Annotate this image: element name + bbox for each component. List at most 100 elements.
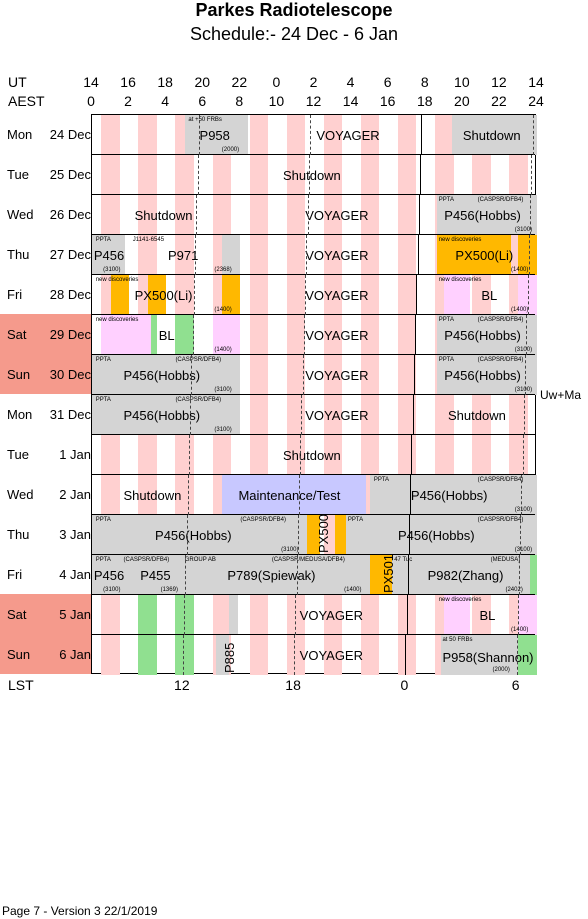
side-note: Uw+Ma <box>540 388 582 402</box>
day-label: Wed 2 Jan <box>0 474 91 514</box>
aest-tick: 22 <box>491 93 507 109</box>
lst-guide-line <box>187 475 189 515</box>
lst-guide-line <box>307 195 309 235</box>
block-annotation: (CASPSR/DFB4) <box>477 357 524 363</box>
block-label-vertical: PX500 <box>316 513 332 553</box>
block-annotation: PPTA <box>95 397 111 403</box>
block-annotation: (2368) <box>214 267 232 273</box>
block-annotation: (1400) <box>511 267 529 273</box>
block-annotation: PPTA <box>95 517 111 523</box>
lst-zero-line <box>407 555 409 595</box>
time-stripe <box>249 355 269 395</box>
block-label: P456(Hobbs) <box>444 368 521 383</box>
ut-tick: 14 <box>528 74 544 90</box>
lst-guide-line <box>528 235 530 275</box>
day-label: Tue 1 Jan <box>0 434 91 474</box>
page-title: Parkes Radiotelescope <box>195 0 393 20</box>
ut-tick: 20 <box>194 74 211 90</box>
schedule-block <box>216 635 230 675</box>
time-stripe <box>360 435 380 475</box>
lst-guide-line <box>303 315 305 355</box>
schedule-block <box>92 395 241 435</box>
block-annotation: (1400) <box>511 627 529 633</box>
block-label: BL <box>481 288 498 303</box>
row-divider <box>92 154 535 155</box>
block-label: VOYAGER <box>299 608 363 623</box>
time-stripe <box>138 115 157 155</box>
time-stripe <box>360 195 380 235</box>
block-label: VOYAGER <box>305 328 369 343</box>
block-label: VOYAGER <box>305 208 369 223</box>
lst-zero-line <box>406 595 408 635</box>
day-of-week: Sun <box>7 366 31 382</box>
lst-zero-line <box>410 475 412 515</box>
block-annotation: 47 Tuc <box>394 557 413 563</box>
time-stripe <box>472 595 491 635</box>
lst-guide-line <box>532 115 534 155</box>
time-stripe <box>435 155 454 195</box>
schedule-block <box>110 275 130 315</box>
time-stripe <box>249 275 269 315</box>
schedule-block <box>334 515 347 555</box>
lst-guide-line <box>301 395 303 435</box>
lst-zero-line <box>416 275 418 315</box>
day-label: Sun 6 Jan <box>0 634 91 674</box>
block-annotation: PPTA <box>438 357 454 363</box>
ut-tick: 8 <box>420 74 429 90</box>
aest-tick: 16 <box>379 93 396 109</box>
day-date: 6 Jan <box>59 646 91 662</box>
row-divider <box>92 314 535 315</box>
time-stripe <box>249 115 269 155</box>
block-annotation: (3100) <box>214 427 232 433</box>
lst-axis-label: LST <box>8 677 34 693</box>
day-label: Thu 3 Jan <box>0 514 91 554</box>
block-label: P456 <box>93 248 125 263</box>
aest-tick: 0 <box>87 93 95 109</box>
schedule-block <box>92 555 371 595</box>
aest-tick: 12 <box>305 93 322 109</box>
aest-tick: 4 <box>161 93 170 109</box>
time-stripe <box>101 195 120 235</box>
time-stripe <box>175 315 194 355</box>
block-annotation: (3100) <box>514 507 533 513</box>
block-annotation: (3100) <box>514 387 533 393</box>
lst-zero-line <box>418 195 420 235</box>
time-stripe <box>472 435 491 475</box>
lst-guide-line <box>182 635 184 675</box>
block-annotation: (1400) <box>344 587 362 593</box>
block-annotation: (1400) <box>511 307 529 313</box>
block-annotation: PPTA <box>347 517 364 523</box>
block-annotation: (1400) <box>214 307 232 313</box>
lst-guide-line <box>523 395 525 435</box>
day-of-week: Sat <box>7 326 27 342</box>
block-annotation: PPTA <box>95 357 111 363</box>
day-date: 31 Dec <box>49 406 91 422</box>
row-divider <box>92 474 535 475</box>
lst-zero-line <box>409 515 411 555</box>
block-label: P456(Hobbs) <box>444 208 521 223</box>
lst-guide-line <box>525 355 527 395</box>
lst-guide-line <box>306 235 308 275</box>
time-stripe <box>175 195 194 235</box>
block-annotation: new discoveries <box>438 277 482 283</box>
time-stripe <box>101 115 120 155</box>
block-annotation: (3100) <box>214 387 232 393</box>
time-stripe <box>360 315 380 355</box>
day-of-week: Mon <box>7 126 33 142</box>
shutdown-label: Shutdown <box>282 448 341 463</box>
time-stripe <box>175 235 194 275</box>
time-stripe <box>509 395 528 435</box>
time-stripe <box>509 435 528 475</box>
lst-tick: 0 <box>400 677 409 693</box>
ut-tick: 4 <box>346 74 355 90</box>
lst-guide-line <box>188 435 190 475</box>
schedule-block <box>440 635 519 675</box>
day-label: Sun 30 Dec <box>0 354 91 394</box>
block-annotation: (2000) <box>492 667 510 673</box>
day-date: 24 Dec <box>49 126 91 142</box>
block-label: PX500(Li) <box>134 288 193 303</box>
time-stripe <box>323 315 343 355</box>
lst-guide-line <box>197 155 199 195</box>
time-stripe <box>175 435 194 475</box>
lst-guide-line <box>196 195 198 235</box>
